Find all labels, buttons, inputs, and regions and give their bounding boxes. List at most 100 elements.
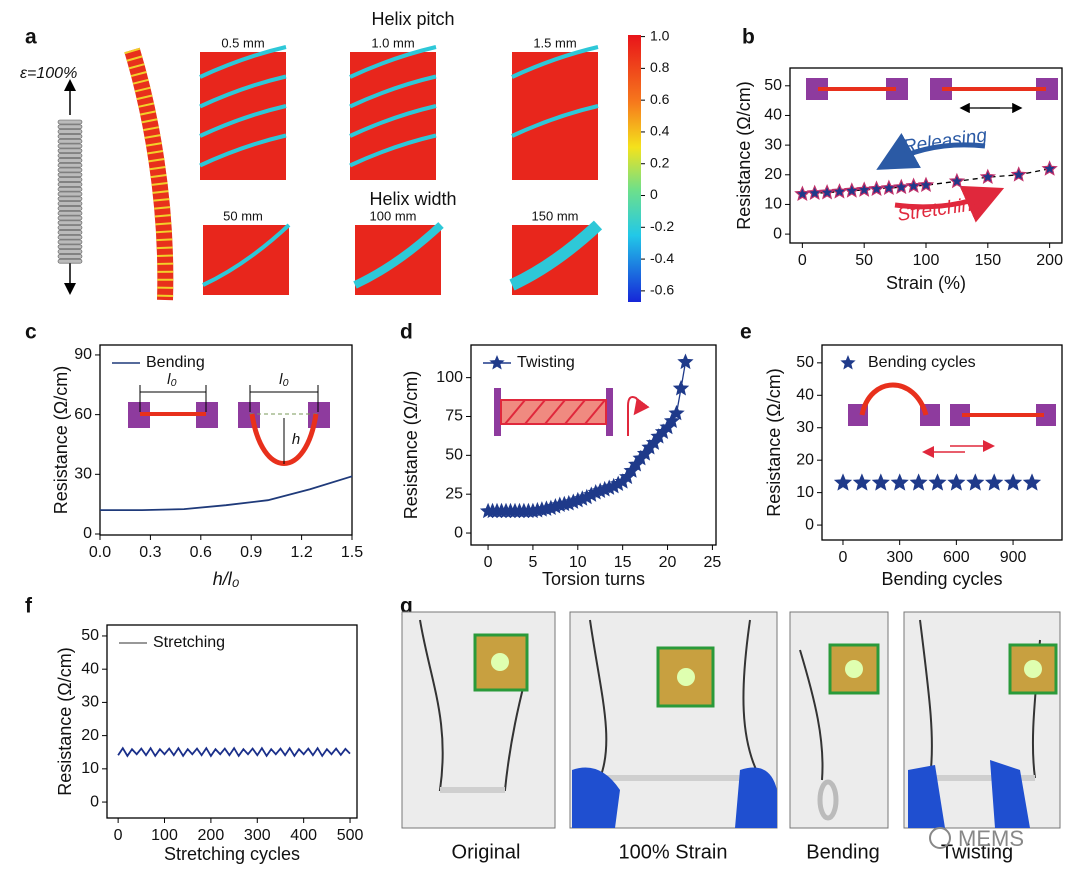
colorbar-tick-label: 0.6 <box>650 91 670 107</box>
spring-coil <box>57 182 83 187</box>
y-tick-label: 40 <box>764 107 782 124</box>
spring-coil <box>57 254 83 259</box>
spring-coil <box>57 215 83 221</box>
x-axis-label: Torsion turns <box>542 569 645 589</box>
photo-caption: Twisting <box>941 841 1013 863</box>
star-marker <box>948 172 966 189</box>
y-tick-label: 20 <box>796 451 814 468</box>
y-tick-label: 100 <box>436 369 463 386</box>
y-tick-label: 0 <box>773 225 782 242</box>
spring-coil <box>57 234 83 240</box>
x-axis-label: Strain (%) <box>886 273 966 293</box>
inset-c <box>128 385 330 466</box>
x-tick-label: 0.9 <box>240 544 262 561</box>
helix-stripe <box>199 45 287 79</box>
y-tick-label: 10 <box>764 196 782 213</box>
panel-label: f <box>25 595 33 618</box>
spring-coil <box>57 201 83 206</box>
annotation: Releasing <box>902 125 989 158</box>
inset-e <box>848 382 1056 458</box>
y-tick-label: 20 <box>764 166 782 183</box>
x-tick-label: 600 <box>943 549 970 566</box>
spring-coil <box>57 167 83 173</box>
watermark: MEMS <box>958 826 1024 851</box>
helix-stripe <box>511 104 599 138</box>
width-label: 150 mm <box>532 208 579 223</box>
helix-stripe <box>349 74 437 109</box>
star-marker <box>663 412 681 429</box>
spring-coil <box>57 258 83 264</box>
x-tick-label: 500 <box>337 827 364 844</box>
y-tick-label: 30 <box>764 136 782 153</box>
pitch-label: 0.5 mm <box>221 35 264 50</box>
x-tick-label: 50 <box>855 252 873 269</box>
panel-label: d <box>400 321 413 344</box>
y-axis-label: Resistance (Ω/cm) <box>51 366 71 514</box>
legend-marker <box>840 355 856 370</box>
x-tick-label: 200 <box>198 827 225 844</box>
plot-frame <box>99 344 353 536</box>
x-tick-label: 20 <box>659 554 677 571</box>
plot-frame <box>470 344 717 546</box>
spring-coil <box>57 153 83 158</box>
spring-coil <box>57 230 83 235</box>
spring-coil <box>57 191 83 197</box>
photo-caption: Original <box>452 841 521 863</box>
star-marker <box>806 184 823 201</box>
x-tick-label: 0.3 <box>139 544 161 561</box>
spring-coil <box>57 244 83 250</box>
x-tick-label: 1.2 <box>290 544 312 561</box>
spring-coil <box>57 210 83 216</box>
x-tick-label: 0.0 <box>89 544 111 561</box>
y-tick-label: 30 <box>81 694 99 711</box>
spring-coil <box>57 186 83 192</box>
inset-d <box>494 388 650 436</box>
star-marker <box>677 353 694 370</box>
y-tick-label: 50 <box>445 447 463 464</box>
data-line <box>117 746 351 758</box>
y-tick-label: 50 <box>81 627 99 644</box>
legend-label: Stretching <box>153 634 225 651</box>
colorbar-tick-label: -0.4 <box>650 250 674 266</box>
photos <box>401 611 1061 829</box>
x-tick-label: 15 <box>614 554 632 571</box>
y-tick-label: 10 <box>796 484 814 501</box>
spring-coil <box>57 124 83 130</box>
plot-frame <box>821 344 1063 541</box>
spring-coil <box>57 196 83 202</box>
star-marker <box>966 473 985 491</box>
spring-coil <box>57 119 83 125</box>
star-marker <box>852 473 871 491</box>
star-marker <box>909 473 928 491</box>
helix-stripes <box>124 47 174 301</box>
spring-coil <box>57 177 83 182</box>
y-tick-label: 0 <box>90 793 99 810</box>
spring-coil <box>57 225 83 230</box>
legend-label: Twisting <box>517 354 575 371</box>
y-tick-label: 30 <box>74 466 92 483</box>
y-tick-label: 90 <box>74 346 92 363</box>
width-label: 50 mm <box>223 208 263 223</box>
y-tick-label: 10 <box>81 760 99 777</box>
x-tick-label: 10 <box>569 554 587 571</box>
legend-marker <box>489 355 505 370</box>
x-tick-label: 100 <box>151 827 178 844</box>
spring-coil <box>57 220 83 226</box>
y-axis-label: Resistance (Ω/cm) <box>764 368 784 516</box>
spring-coil <box>57 148 83 154</box>
x-tick-label: 150 <box>974 252 1001 269</box>
spring-coil <box>57 158 83 163</box>
colorbar-tick-label: 0.8 <box>650 59 670 75</box>
colorbar-tick-label: -0.6 <box>650 282 674 298</box>
helix-stripe <box>202 223 291 287</box>
width-title: Helix width <box>369 189 456 209</box>
y-tick-label: 25 <box>445 485 463 502</box>
y-tick-label: 50 <box>764 77 782 94</box>
x-axis-label: Bending cycles <box>881 569 1002 589</box>
annotation: h <box>292 431 300 448</box>
panel-label: c <box>25 321 37 344</box>
y-tick-label: 0 <box>83 525 92 542</box>
x-axis-label: h/l₀ <box>213 569 240 589</box>
star-marker <box>880 179 898 196</box>
